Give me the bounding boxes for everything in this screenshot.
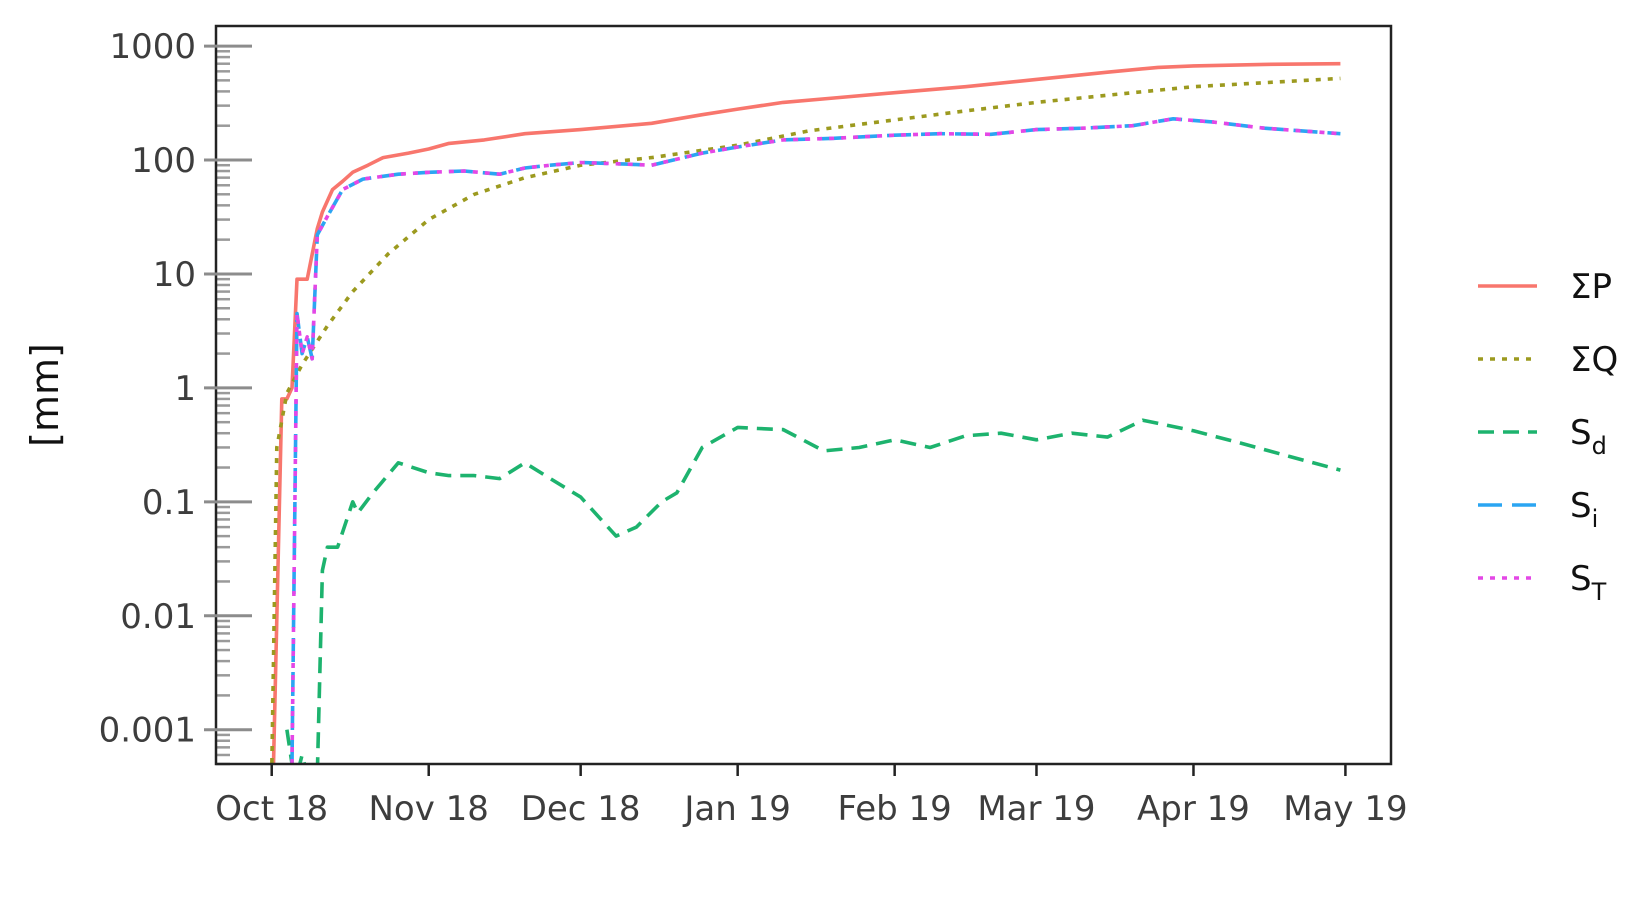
x-tick-label: May 19 xyxy=(1283,789,1407,829)
x-tick-label: Dec 18 xyxy=(521,789,641,829)
series-line-si xyxy=(290,117,1341,764)
x-tick-label: Jan 19 xyxy=(682,789,790,829)
series-layer xyxy=(270,61,1341,764)
y-tick-label: 10 xyxy=(153,255,196,295)
series-line-st xyxy=(290,117,1341,764)
x-tick-label: Oct 18 xyxy=(215,789,328,829)
x-axis: Oct 18 Nov 18 Dec 18 Jan 19 Feb 19 Mar 19 Apr … xyxy=(215,764,1408,829)
legend-label: ΣQ xyxy=(1570,340,1618,380)
legend: ΣP ΣQ Sd Si ST xyxy=(1478,267,1618,606)
y-tick-label: 1 xyxy=(174,369,196,409)
legend-label: Sd xyxy=(1570,413,1607,460)
y-tick-label: 0.01 xyxy=(120,597,196,637)
y-tick-label: 0.001 xyxy=(99,711,196,751)
x-tick-label: Feb 19 xyxy=(838,789,952,829)
legend-label: Si xyxy=(1570,486,1598,533)
y-minor-ticks xyxy=(216,50,230,766)
y-tick-label: 100 xyxy=(131,141,196,181)
series-line-q xyxy=(270,76,1341,764)
y-axis-title: [mm] xyxy=(23,343,67,447)
y-tick-label: 0.1 xyxy=(142,483,196,523)
legend-label: ST xyxy=(1570,559,1607,606)
x-tick-label: Nov 18 xyxy=(368,789,488,829)
legend-label: ΣP xyxy=(1570,267,1612,307)
y-axis: 0.001 0.01 0.1 1 10 100 1000 xyxy=(99,27,252,751)
x-tick-label: Mar 19 xyxy=(977,789,1095,829)
series-line-p xyxy=(271,61,1341,764)
series-line-sd xyxy=(285,418,1341,764)
x-tick-label: Apr 19 xyxy=(1137,789,1250,829)
y-tick-label: 1000 xyxy=(109,27,196,67)
plot-frame xyxy=(214,24,1393,766)
